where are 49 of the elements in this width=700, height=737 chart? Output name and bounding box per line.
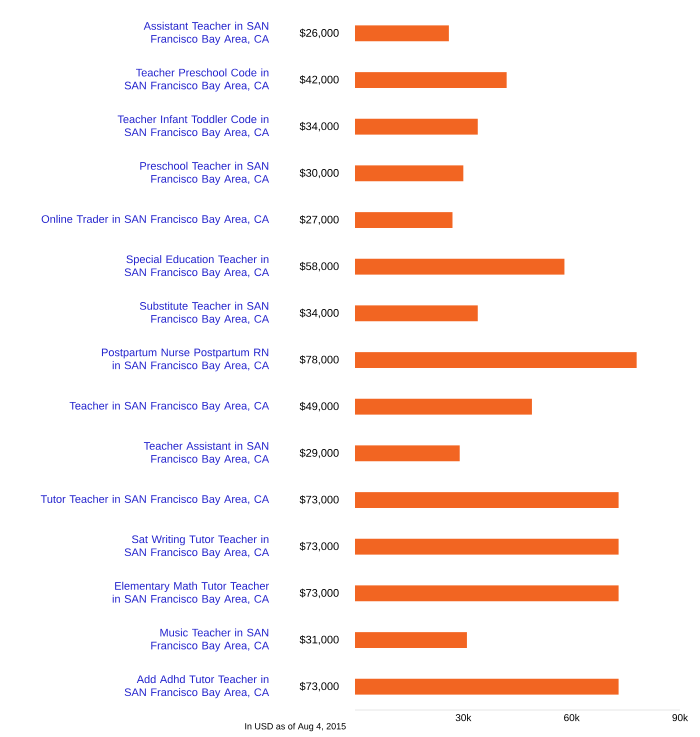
bar — [354, 398, 532, 415]
bar — [354, 25, 449, 42]
bar — [354, 72, 507, 88]
data-label: $73,000 — [300, 588, 339, 598]
y-tick-label: Postpartum Nurse Postpartum RN in SAN Francisco Bay Area, CA — [102, 348, 270, 372]
data-label: $26,000 — [300, 28, 339, 38]
y-tick-label: Teacher Infant Toddler Code in SAN Francisco Bay Area, CA — [118, 115, 270, 138]
y-tick-label: Teacher in SAN Francisco Bay Area, CA — [70, 402, 270, 412]
data-label: $73,000 — [300, 495, 339, 505]
bar — [354, 445, 460, 462]
y-tick-label: Substitute Teacher in SAN Francisco Bay Area, CA — [140, 302, 270, 325]
y-tick-label: Music Teacher in SAN Francisco Bay Area, CA — [151, 628, 270, 652]
bar — [354, 352, 637, 368]
data-label: $31,000 — [300, 635, 339, 645]
bar — [354, 538, 619, 555]
text: In USD as of Aug 4, 2015 — [245, 722, 346, 732]
x-tick-label: 90k — [672, 714, 688, 722]
bar — [354, 165, 464, 182]
data-label: $73,000 — [300, 682, 339, 692]
y-tick-label: Assistant Teacher in SAN Francisco Bay Area, CA — [144, 22, 270, 45]
bar — [354, 305, 478, 322]
y-tick-label: Add Adhd Tutor Teacher in SAN Francisco Bay Area, CA — [124, 675, 270, 698]
bar — [354, 678, 619, 695]
bar — [354, 212, 452, 228]
data-label: $27,000 — [300, 215, 339, 225]
y-tick-label: Teacher Preschool Code in SAN Francisco Bay Area, CA — [124, 68, 270, 92]
bar — [354, 258, 564, 275]
data-label: $30,000 — [300, 168, 339, 178]
y-tick-label: Special Education Teacher in SAN Francisco Bay Area, CA — [124, 255, 270, 278]
data-label: $58,000 — [300, 262, 339, 272]
y-tick-label: Sat Writing Tutor Teacher in SAN Francisco Bay Area, CA — [124, 535, 270, 558]
x-tick-label: 60k — [564, 714, 580, 722]
y-tick-label: Online Trader in SAN Francisco Bay Area, CA — [42, 214, 270, 226]
bar — [354, 585, 619, 602]
y-tick-label: Teacher Assistant in SAN Francisco Bay Area, CA — [144, 442, 270, 465]
bar — [354, 118, 478, 135]
y-tick-label: Tutor Teacher in SAN Francisco Bay Area, CA — [40, 494, 270, 506]
data-label: $34,000 — [300, 308, 339, 318]
data-label: $29,000 — [300, 448, 339, 458]
data-label: $42,000 — [300, 75, 339, 85]
data-label: $34,000 — [300, 122, 339, 132]
data-label: $73,000 — [300, 542, 339, 552]
y-tick-label: Elementary Math Tutor Teacher in SAN Francisco Bay Area, CA — [112, 582, 270, 605]
bar — [354, 492, 619, 508]
y-tick-label: Preschool Teacher in SAN Francisco Bay Area, CA — [140, 162, 270, 185]
x-tick-label: 30k — [456, 714, 472, 722]
bar — [354, 632, 467, 648]
data-label: $78,000 — [300, 355, 339, 365]
data-label: $49,000 — [300, 402, 339, 412]
